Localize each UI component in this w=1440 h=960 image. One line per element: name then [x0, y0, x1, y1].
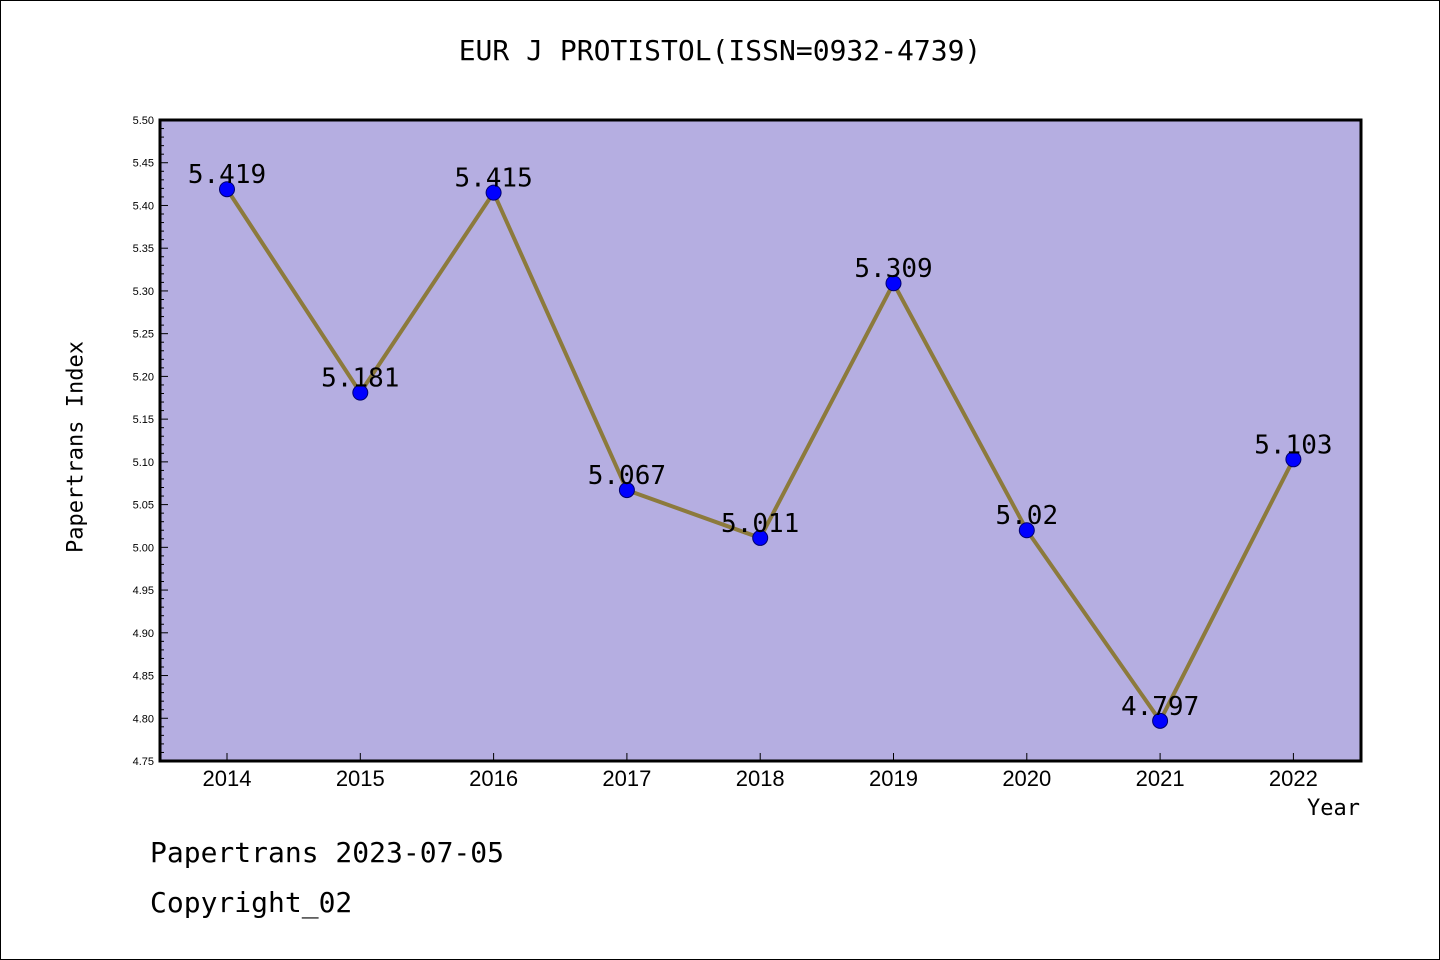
chart-title: EUR J PROTISTOL(ISSN=0932-4739) [458, 34, 982, 67]
plot-area [158, 118, 1363, 763]
data-label: 5.419 [188, 160, 266, 190]
y-tick-label: 5.50 [133, 115, 154, 127]
x-tick-label: 2021 [1136, 766, 1185, 791]
y-tick-label: 5.30 [133, 286, 154, 298]
x-tick-label: 2018 [736, 766, 785, 791]
y-tick-label: 5.00 [133, 542, 154, 554]
y-tick-label: 5.10 [133, 457, 154, 469]
data-label: 4.797 [1121, 692, 1199, 722]
y-tick-label: 5.20 [133, 371, 154, 383]
y-tick-label: 5.45 [133, 158, 154, 170]
y-tick-label: 4.90 [133, 628, 154, 640]
y-tick-label: 5.40 [133, 200, 154, 212]
y-tick-label: 5.25 [133, 329, 154, 341]
data-label: 5.103 [1254, 430, 1332, 460]
data-point-marker [618, 482, 635, 499]
x-tick-label: 2019 [869, 766, 918, 791]
y-tick-label: 5.05 [133, 500, 154, 512]
data-label: 5.309 [854, 254, 932, 284]
data-label: 5.067 [588, 461, 666, 491]
y-tick-label: 5.35 [133, 243, 154, 255]
data-point-marker [1018, 522, 1035, 539]
data-point-marker [885, 275, 902, 292]
data-point-marker [1285, 451, 1302, 468]
data-point-marker [1152, 712, 1169, 729]
footer-date: Papertrans 2023-07-05 [150, 836, 505, 869]
data-label: 5.02 [995, 501, 1058, 531]
x-tick-label: 2017 [602, 766, 651, 791]
y-tick-label: 4.80 [133, 713, 154, 725]
y-tick-label: 5.15 [133, 414, 154, 426]
y-tick-label: 4.85 [133, 671, 154, 683]
x-axis-label: Year [1307, 796, 1360, 821]
footer-copyright: Copyright_02 [150, 886, 353, 919]
y-tick-label: 4.75 [133, 756, 154, 768]
x-tick-label: 2022 [1269, 766, 1318, 791]
data-label: 5.181 [321, 364, 399, 394]
data-label: 5.011 [721, 509, 799, 539]
x-tick-label: 2020 [1002, 766, 1051, 791]
x-tick-label: 2015 [336, 766, 385, 791]
x-tick-label: 2016 [469, 766, 518, 791]
data-label: 5.415 [454, 164, 532, 194]
data-point-marker [352, 384, 369, 401]
data-point-marker [752, 529, 769, 546]
data-point-marker [219, 181, 235, 198]
y-tick-label: 4.95 [133, 585, 154, 597]
data-point-marker [485, 184, 502, 201]
x-tick-label: 2014 [203, 766, 252, 791]
